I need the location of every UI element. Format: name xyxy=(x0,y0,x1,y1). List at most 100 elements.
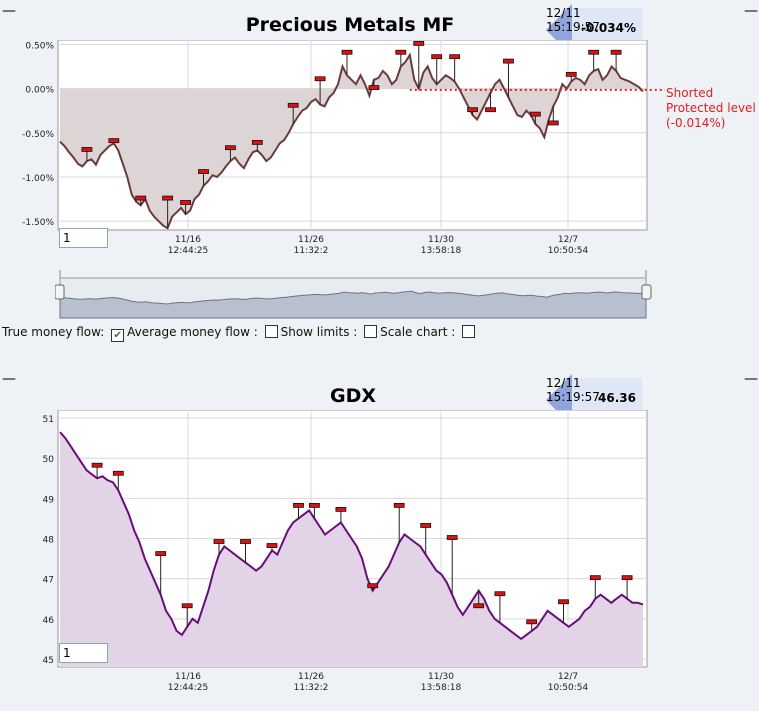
minimize-dash-right-2[interactable]: — xyxy=(744,371,758,387)
scale-input-mf[interactable]: 1 xyxy=(59,228,108,248)
y-tick-label: 0.50% xyxy=(25,41,54,51)
range-handle-right[interactable] xyxy=(641,284,652,300)
event-marker xyxy=(547,120,559,126)
badge-time: 12/11 15:19:57 xyxy=(546,6,600,34)
event-marker xyxy=(198,169,209,174)
x-tick-date: 12/7 xyxy=(558,235,578,245)
event-marker xyxy=(287,102,299,108)
event-marker xyxy=(393,502,405,508)
x-tick-date: 11/30 xyxy=(428,235,454,245)
x-tick-date: 11/16 xyxy=(175,672,201,682)
true-money-flow-checkbox[interactable]: ✔ xyxy=(111,329,125,342)
y-tick-label: 51 xyxy=(43,415,54,425)
event-marker xyxy=(335,506,347,512)
y-tick-label: -1.00% xyxy=(22,174,54,184)
event-marker xyxy=(155,551,167,556)
series-line xyxy=(59,431,644,641)
x-tick-time: 13:58:18 xyxy=(421,683,462,693)
y-tick-label: -1.50% xyxy=(22,218,54,228)
minimize-dash-left-2[interactable]: — xyxy=(2,371,16,387)
event-marker xyxy=(266,543,278,548)
event-marker xyxy=(308,502,320,508)
x-tick-time: 12:44:25 xyxy=(168,246,208,256)
event-marker xyxy=(503,58,514,64)
average-money-flow-checkbox[interactable] xyxy=(264,325,278,338)
x-tick-date: 11/30 xyxy=(428,672,454,682)
event-marker xyxy=(367,583,379,589)
annotation-line-2: Protected level xyxy=(666,101,756,115)
event-marker xyxy=(558,599,569,605)
event-marker xyxy=(368,85,380,91)
event-marker xyxy=(314,76,326,82)
x-tick-date: 11/26 xyxy=(298,235,324,245)
scale-chart-label: Scale chart : xyxy=(380,325,456,339)
event-marker xyxy=(162,195,174,201)
event-marker xyxy=(420,523,432,528)
x-tick-date: 11/16 xyxy=(175,235,201,245)
y-tick-label: 47 xyxy=(43,576,54,586)
true-money-flow-label: True money flow: xyxy=(2,325,105,339)
y-tick-label: 46 xyxy=(43,616,55,626)
x-tick-time: 11:32:2 xyxy=(294,683,329,693)
event-marker xyxy=(112,470,124,476)
y-tick-label: 0.00% xyxy=(25,86,54,96)
event-marker xyxy=(91,462,103,468)
event-marker xyxy=(494,591,506,597)
scale-chart-checkbox[interactable] xyxy=(462,325,476,338)
event-marker xyxy=(526,619,538,625)
x-tick-time: 10:50:54 xyxy=(548,246,589,256)
x-tick-time: 13:58:18 xyxy=(421,246,462,256)
average-money-flow-label: Average money flow : xyxy=(127,325,258,339)
event-marker xyxy=(81,147,93,152)
event-marker xyxy=(213,539,225,544)
event-marker xyxy=(621,575,633,581)
y-tick-label: -0.50% xyxy=(22,130,54,140)
event-marker xyxy=(565,71,577,77)
range-navigator[interactable] xyxy=(55,270,655,320)
series-line xyxy=(59,52,644,230)
show-limits-checkbox[interactable] xyxy=(364,325,378,338)
event-marker xyxy=(431,54,443,60)
event-marker xyxy=(449,54,461,60)
chart-controls: True money flow: ✔ Average money flow : S… xyxy=(2,325,478,342)
series-area xyxy=(60,55,643,229)
y-tick-label: 48 xyxy=(43,536,55,546)
event-marker xyxy=(341,49,353,55)
x-tick-date: 12/7 xyxy=(558,672,578,682)
minimize-dash-left[interactable]: — xyxy=(2,3,16,19)
event-marker xyxy=(225,145,236,151)
event-marker xyxy=(589,575,601,581)
protected-level-annotation: Shorted Protected level (-0.014%) xyxy=(666,86,756,131)
event-marker xyxy=(610,49,622,55)
event-marker xyxy=(413,41,425,46)
event-marker xyxy=(485,107,496,113)
event-marker xyxy=(529,111,541,117)
badge-time: 12/11 15:19:57 xyxy=(546,376,600,404)
event-marker xyxy=(108,138,120,144)
x-tick-time: 10:50:54 xyxy=(548,683,589,693)
y-tick-label: 45 xyxy=(43,656,54,666)
event-marker xyxy=(240,539,251,544)
badge-value: 46.36 xyxy=(598,391,636,405)
annotation-line-3: (-0.014%) xyxy=(666,116,726,130)
show-limits-label: Show limits : xyxy=(280,325,358,339)
y-tick-label: 50 xyxy=(43,455,55,465)
event-marker xyxy=(395,49,407,55)
event-marker xyxy=(181,603,193,609)
chart-title-mf: Precious Metals MF xyxy=(245,14,455,36)
minimize-dash-right[interactable]: — xyxy=(744,3,758,19)
x-tick-time: 12:44:25 xyxy=(168,683,208,693)
scale-input-gdx[interactable]: 1 xyxy=(59,643,108,663)
event-marker xyxy=(251,139,263,145)
x-tick-date: 11/26 xyxy=(298,672,324,682)
badge-value: -0.034% xyxy=(581,21,636,35)
event-marker xyxy=(473,603,485,609)
x-tick-time: 11:32:2 xyxy=(294,246,329,256)
event-marker xyxy=(588,49,600,55)
chart-mf: 0.50% 0.00% -0.50% -1.00% -1.50% 11/1612:44:2… xyxy=(22,40,665,256)
annotation-line-1: Shorted xyxy=(666,86,714,100)
event-marker xyxy=(135,195,147,201)
series-area xyxy=(60,432,643,667)
range-handle-left[interactable] xyxy=(55,284,65,300)
